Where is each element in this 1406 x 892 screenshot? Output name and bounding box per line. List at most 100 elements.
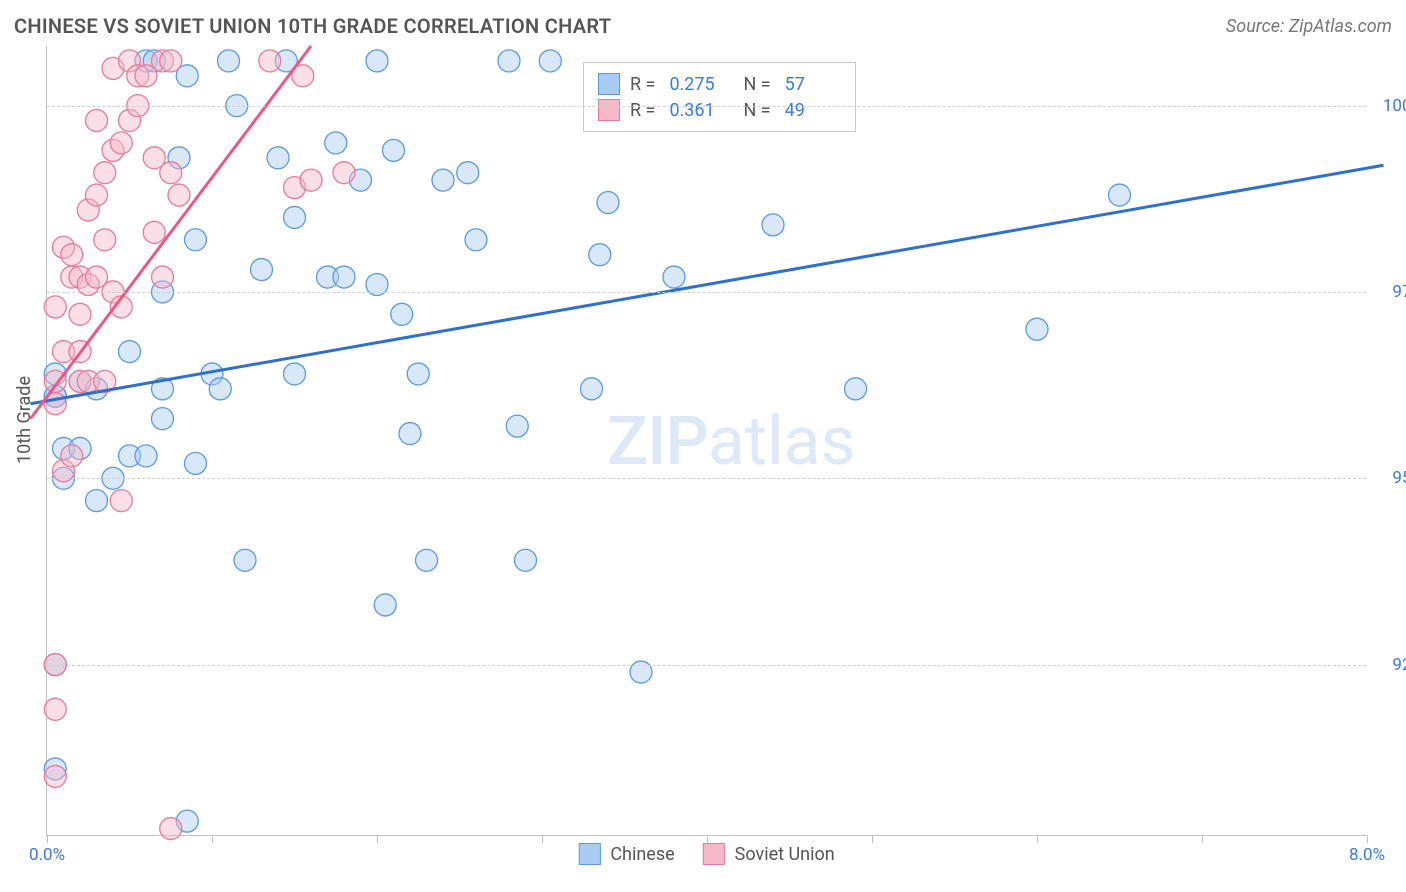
data-point: [135, 445, 157, 467]
y-tick-label: 100.0%: [1374, 96, 1406, 116]
data-point: [143, 221, 165, 243]
n-value: 57: [785, 74, 841, 95]
y-tick-label: 97.5%: [1374, 282, 1406, 302]
x-tick: [1202, 835, 1203, 843]
soviet-swatch: [703, 843, 725, 865]
data-point: [506, 415, 528, 437]
data-point: [407, 363, 429, 385]
data-point: [86, 110, 108, 132]
data-point: [300, 169, 322, 191]
y-axis-title: 10th Grade: [14, 376, 35, 464]
stats-legend-row: R = 0.361 N = 49: [598, 97, 841, 123]
data-point: [663, 266, 685, 288]
n-value: 49: [785, 100, 841, 121]
data-point: [374, 594, 396, 616]
r-value: 0.361: [669, 100, 725, 121]
data-point: [160, 50, 182, 72]
r-value: 0.275: [669, 74, 725, 95]
data-point: [251, 259, 273, 281]
data-point: [383, 139, 405, 161]
data-point: [589, 244, 611, 266]
x-tick: [542, 835, 543, 843]
scatter-plot: ZIPatlas R =0.275N =57R =0.361N =49 Chin…: [46, 46, 1366, 836]
chinese-legend-label: Chinese: [610, 844, 674, 865]
stats-legend: R = 0.275 N = 57 R = 0.361 N = 49: [583, 62, 856, 132]
x-tick: [707, 835, 708, 843]
data-point: [209, 378, 231, 400]
stats-legend-row: R = 0.275 N = 57: [598, 71, 841, 97]
x-tick: [1367, 835, 1368, 843]
data-point: [44, 698, 66, 720]
data-point: [762, 214, 784, 236]
data-point: [597, 192, 619, 214]
data-point: [61, 244, 83, 266]
data-point: [152, 266, 174, 288]
x-tick: [1037, 835, 1038, 843]
data-point: [366, 50, 388, 72]
data-point: [416, 549, 438, 571]
x-tick: [872, 835, 873, 843]
chinese-stats-swatch: [598, 73, 620, 95]
data-point: [284, 206, 306, 228]
data-point: [218, 50, 240, 72]
data-point: [457, 162, 479, 184]
gridline: [47, 478, 1366, 479]
r-label: R =: [630, 100, 655, 121]
data-point: [1109, 184, 1131, 206]
data-point: [86, 184, 108, 206]
data-point: [539, 50, 561, 72]
x-tick: [377, 835, 378, 843]
x-tick-label: 0.0%: [29, 845, 65, 865]
data-point: [44, 765, 66, 787]
gridline: [47, 292, 1366, 293]
data-point: [160, 818, 182, 840]
data-point: [581, 378, 603, 400]
data-point: [185, 229, 207, 251]
data-point: [333, 266, 355, 288]
data-point: [69, 303, 91, 325]
chart-title: CHINESE VS SOVIET UNION 10TH GRADE CORRE…: [14, 14, 611, 38]
data-point: [1026, 318, 1048, 340]
data-point: [515, 549, 537, 571]
data-point: [61, 445, 83, 467]
series-legend: Chinese Soviet Union: [578, 843, 834, 865]
data-point: [399, 423, 421, 445]
plot-svg: [47, 46, 1366, 835]
r-label: R =: [630, 74, 655, 95]
y-tick-label: 92.5%: [1374, 655, 1406, 675]
data-point: [185, 452, 207, 474]
data-point: [259, 50, 281, 72]
data-point: [845, 378, 867, 400]
n-label: N =: [743, 100, 770, 121]
data-point: [94, 229, 116, 251]
data-point: [152, 408, 174, 430]
regression-line: [31, 165, 1384, 403]
y-tick-label: 95.0%: [1374, 468, 1406, 488]
chinese-swatch: [578, 843, 600, 865]
x-tick-label: 8.0%: [1349, 845, 1385, 865]
data-point: [110, 490, 132, 512]
soviet-legend-label: Soviet Union: [735, 844, 835, 865]
x-tick: [47, 835, 48, 843]
data-point: [160, 162, 182, 184]
gridline: [47, 665, 1366, 666]
gridline: [47, 106, 1366, 107]
data-point: [325, 132, 347, 154]
data-point: [86, 490, 108, 512]
data-point: [44, 296, 66, 318]
data-point: [284, 363, 306, 385]
data-point: [465, 229, 487, 251]
soviet-stats-swatch: [598, 99, 620, 121]
data-point: [94, 162, 116, 184]
n-label: N =: [743, 74, 770, 95]
data-point: [333, 162, 355, 184]
data-point: [119, 341, 141, 363]
data-point: [498, 50, 520, 72]
data-point: [391, 303, 413, 325]
source-attribution: Source: ZipAtlas.com: [1226, 16, 1392, 37]
data-point: [110, 132, 132, 154]
data-point: [234, 549, 256, 571]
data-point: [267, 147, 289, 169]
data-point: [168, 184, 190, 206]
data-point: [432, 169, 454, 191]
